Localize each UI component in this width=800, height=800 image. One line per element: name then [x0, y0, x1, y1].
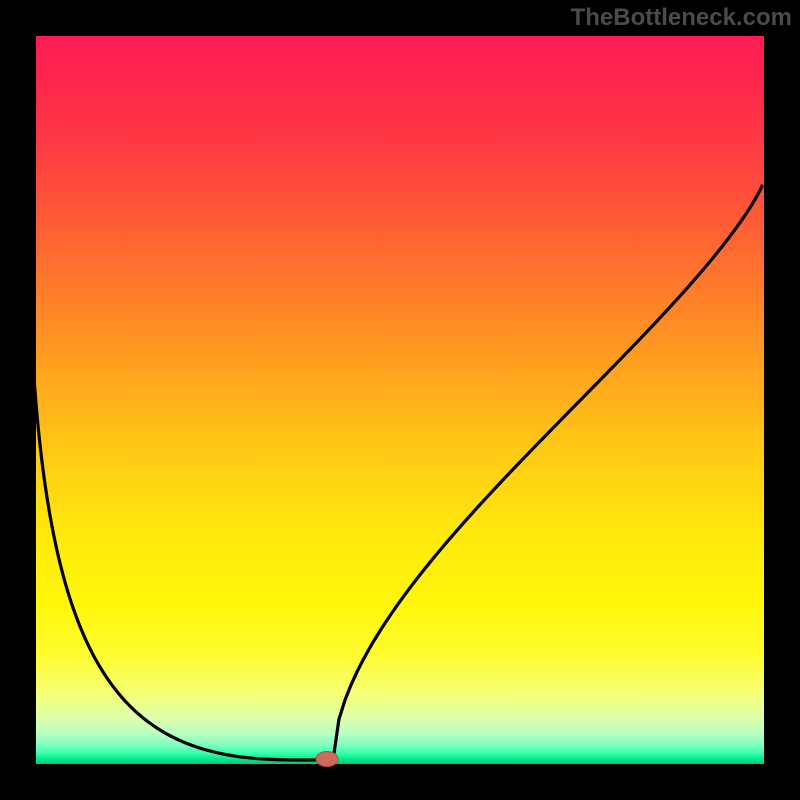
bottleneck-chart [0, 0, 800, 800]
attribution-label: TheBottleneck.com [571, 0, 800, 32]
optimal-point-marker [316, 752, 338, 767]
chart-stage: TheBottleneck.com [0, 0, 800, 800]
plot-background [36, 36, 764, 764]
